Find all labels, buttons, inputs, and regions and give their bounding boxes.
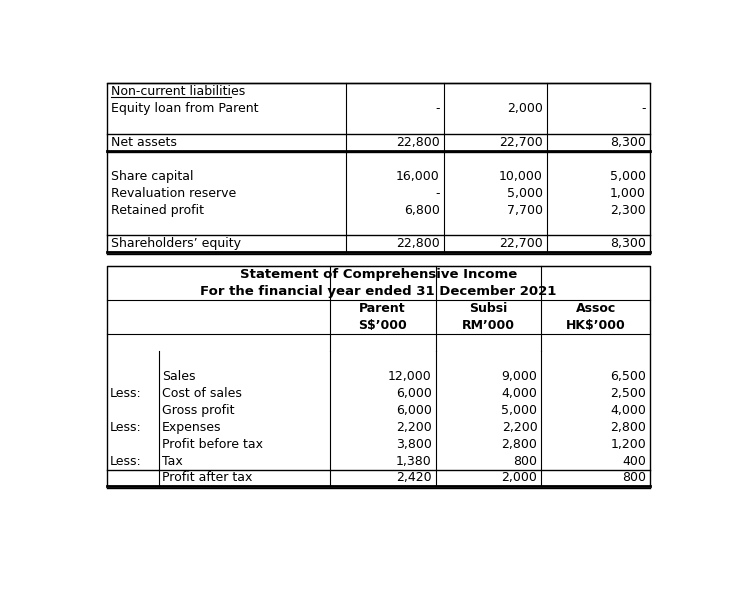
Bar — [108, 266, 650, 486]
Text: Retained profit: Retained profit — [111, 204, 204, 216]
Text: Net assets: Net assets — [111, 136, 177, 149]
Text: 1,000: 1,000 — [610, 187, 646, 199]
Text: Subsi: Subsi — [469, 302, 507, 315]
Text: Parent: Parent — [359, 302, 406, 315]
Text: 5,000: 5,000 — [501, 404, 537, 416]
Text: 22,800: 22,800 — [396, 237, 440, 250]
Text: Share capital: Share capital — [111, 170, 193, 182]
Text: 2,800: 2,800 — [501, 438, 537, 451]
Text: 10,000: 10,000 — [499, 170, 543, 182]
Text: 1,380: 1,380 — [396, 455, 432, 468]
Text: 7,700: 7,700 — [507, 204, 543, 216]
Text: 8,300: 8,300 — [610, 237, 646, 250]
Text: 800: 800 — [622, 471, 646, 485]
Text: 3,800: 3,800 — [396, 438, 432, 451]
Text: For the financial year ended 31 December 2021: For the financial year ended 31 December… — [200, 285, 557, 298]
Text: Revaluation reserve: Revaluation reserve — [111, 187, 237, 199]
Text: Sales: Sales — [162, 370, 196, 383]
Text: RM’000: RM’000 — [462, 319, 515, 332]
Text: 1,200: 1,200 — [610, 438, 646, 451]
Text: 8,300: 8,300 — [610, 136, 646, 149]
Text: 2,200: 2,200 — [396, 421, 432, 434]
Text: 2,000: 2,000 — [507, 102, 543, 115]
Text: Less:: Less: — [110, 421, 141, 434]
Text: Non-current liabilities: Non-current liabilities — [111, 85, 246, 98]
Text: Shareholders’ equity: Shareholders’ equity — [111, 237, 241, 250]
Text: 4,000: 4,000 — [501, 387, 537, 400]
Text: 2,800: 2,800 — [610, 421, 646, 434]
Text: 6,800: 6,800 — [404, 204, 440, 216]
Text: 2,420: 2,420 — [396, 471, 432, 485]
Text: Cost of sales: Cost of sales — [162, 387, 242, 400]
Text: 2,000: 2,000 — [501, 471, 537, 485]
Text: -: - — [436, 187, 440, 199]
Text: -: - — [436, 102, 440, 115]
Text: Gross profit: Gross profit — [162, 404, 235, 416]
Text: -: - — [642, 102, 646, 115]
Text: 4,000: 4,000 — [610, 404, 646, 416]
Text: 2,300: 2,300 — [610, 204, 646, 216]
Text: 22,800: 22,800 — [396, 136, 440, 149]
Text: Less:: Less: — [110, 455, 141, 468]
Text: 9,000: 9,000 — [501, 370, 537, 383]
Text: Expenses: Expenses — [162, 421, 221, 434]
Text: Tax: Tax — [162, 455, 183, 468]
Text: 2,500: 2,500 — [610, 387, 646, 400]
Text: 16,000: 16,000 — [396, 170, 440, 182]
Text: Equity loan from Parent: Equity loan from Parent — [111, 102, 258, 115]
Text: 22,700: 22,700 — [499, 136, 543, 149]
Text: HK$’000: HK$’000 — [565, 319, 625, 332]
Text: 6,500: 6,500 — [610, 370, 646, 383]
Text: 2,200: 2,200 — [502, 421, 537, 434]
Text: 22,700: 22,700 — [499, 237, 543, 250]
Text: Less:: Less: — [110, 387, 141, 400]
Text: Profit before tax: Profit before tax — [162, 438, 263, 451]
Text: 6,000: 6,000 — [396, 404, 432, 416]
Text: Profit after tax: Profit after tax — [162, 471, 252, 485]
Text: 12,000: 12,000 — [388, 370, 432, 383]
Text: S$’000: S$’000 — [359, 319, 407, 332]
Text: 5,000: 5,000 — [507, 187, 543, 199]
Text: 800: 800 — [513, 455, 537, 468]
Text: Statement of Comprehensive Income: Statement of Comprehensive Income — [240, 268, 517, 282]
Bar — [108, 83, 650, 252]
Text: 400: 400 — [622, 455, 646, 468]
Text: 5,000: 5,000 — [610, 170, 646, 182]
Text: Assoc: Assoc — [575, 302, 616, 315]
Text: 6,000: 6,000 — [396, 387, 432, 400]
